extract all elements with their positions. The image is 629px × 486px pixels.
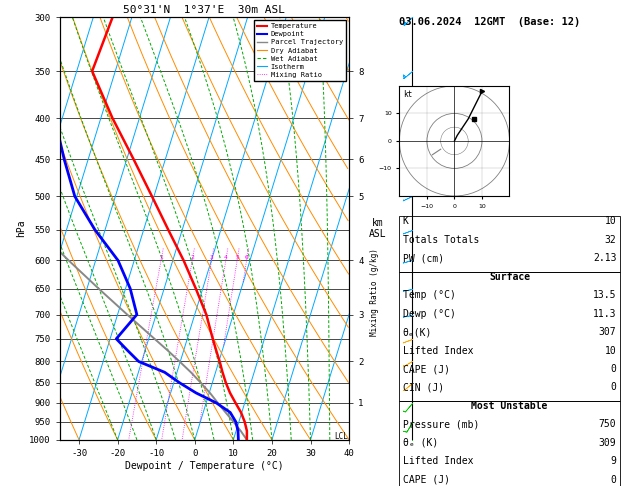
X-axis label: Dewpoint / Temperature (°C): Dewpoint / Temperature (°C) — [125, 461, 284, 470]
Text: 3: 3 — [209, 256, 213, 260]
Text: 03.06.2024  12GMT  (Base: 12): 03.06.2024 12GMT (Base: 12) — [399, 17, 581, 27]
Text: LCL: LCL — [334, 432, 348, 441]
Text: 1: 1 — [159, 256, 163, 260]
Text: Temp (°C): Temp (°C) — [403, 290, 455, 300]
Text: θₑ (K): θₑ (K) — [403, 438, 438, 448]
Text: K: K — [403, 216, 408, 226]
Text: 309: 309 — [599, 438, 616, 448]
Y-axis label: km
ASL: km ASL — [369, 218, 386, 239]
Text: kt: kt — [403, 90, 412, 99]
Text: PW (cm): PW (cm) — [403, 253, 443, 263]
Text: Dewp (°C): Dewp (°C) — [403, 309, 455, 319]
Text: 5: 5 — [235, 256, 239, 260]
Text: CIN (J): CIN (J) — [403, 382, 443, 393]
Text: 750: 750 — [599, 419, 616, 430]
Text: 0: 0 — [611, 475, 616, 485]
Text: Totals Totals: Totals Totals — [403, 235, 479, 245]
Text: 32: 32 — [604, 235, 616, 245]
Text: 0: 0 — [611, 364, 616, 374]
Text: CAPE (J): CAPE (J) — [403, 475, 450, 485]
Text: Lifted Index: Lifted Index — [403, 346, 473, 356]
Text: 307: 307 — [599, 327, 616, 337]
Y-axis label: hPa: hPa — [16, 220, 26, 237]
Text: 9: 9 — [611, 456, 616, 467]
Text: θₑ(K): θₑ(K) — [403, 327, 432, 337]
Text: 11.3: 11.3 — [593, 309, 616, 319]
Text: Surface: Surface — [489, 272, 530, 282]
Text: Mixing Ratio (g/kg): Mixing Ratio (g/kg) — [370, 248, 379, 336]
Text: 13.5: 13.5 — [593, 290, 616, 300]
Title: 50°31'N  1°37'E  30m ASL: 50°31'N 1°37'E 30m ASL — [123, 5, 286, 15]
Text: 2.13: 2.13 — [593, 253, 616, 263]
Text: Pressure (mb): Pressure (mb) — [403, 419, 479, 430]
Text: Most Unstable: Most Unstable — [471, 401, 548, 411]
Text: 10: 10 — [604, 216, 616, 226]
Text: 4: 4 — [224, 256, 228, 260]
Text: 6: 6 — [245, 256, 248, 260]
Text: Lifted Index: Lifted Index — [403, 456, 473, 467]
Legend: Temperature, Dewpoint, Parcel Trajectory, Dry Adiabat, Wet Adiabat, Isotherm, Mi: Temperature, Dewpoint, Parcel Trajectory… — [254, 20, 345, 81]
Text: 0: 0 — [611, 382, 616, 393]
Text: 2: 2 — [191, 256, 194, 260]
Text: CAPE (J): CAPE (J) — [403, 364, 450, 374]
Text: 10: 10 — [604, 346, 616, 356]
